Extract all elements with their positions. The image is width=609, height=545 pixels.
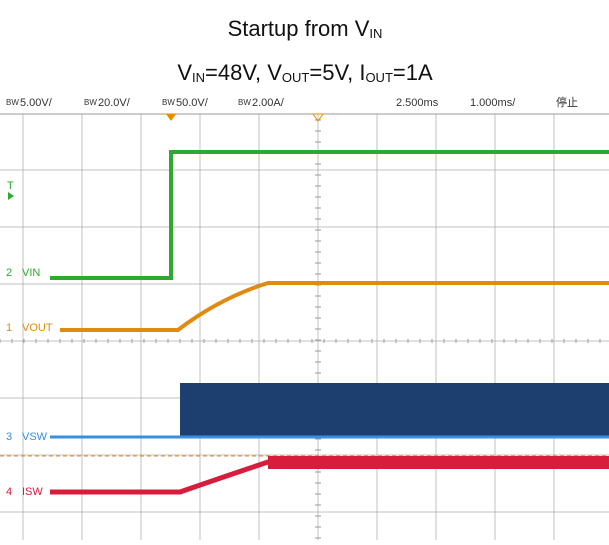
trigger-position (166, 114, 176, 121)
channel-label: VOUT (22, 322, 53, 334)
channel-number: 2 (6, 267, 12, 279)
header: BW 5.00V/ BW 20.0V/ BW 50.0V/ BW 2.00A/ … (6, 95, 578, 109)
trigger-label: T (7, 180, 14, 192)
scale: 20.0V/ (98, 97, 131, 109)
channel-number: 3 (6, 431, 12, 443)
vin-trace (50, 150, 609, 280)
channel-labels: T 2 VIN 1 VOUT 3 VSW 4 ISW (6, 180, 53, 498)
vsw-switching (180, 383, 609, 438)
channel-label: VSW (22, 431, 48, 443)
delay: 2.500ms (396, 97, 439, 109)
bw: BW (6, 98, 19, 107)
center-marker (312, 113, 324, 122)
bw: BW (84, 98, 97, 107)
vout-trace (60, 281, 609, 332)
channel-label: ISW (22, 486, 43, 498)
scale: 50.0V/ (176, 97, 209, 109)
channel-label: VIN (22, 267, 40, 279)
channel-number: 4 (6, 486, 12, 498)
channel-number: 1 (6, 322, 12, 334)
waveforms (0, 150, 609, 495)
bw: BW (238, 98, 251, 107)
title: Startup from VIN (228, 16, 383, 42)
trigger-arrow (8, 192, 14, 200)
grid (0, 113, 609, 540)
subtitle: VIN=48V, VOUT=5V, IOUT=1A (177, 60, 433, 86)
bw: BW (162, 98, 175, 107)
isw-trace (50, 459, 609, 495)
scale: 2.00A/ (252, 97, 285, 109)
timebase: 1.000ms/ (470, 97, 516, 109)
status: 停止 (556, 95, 578, 109)
scale: 5.00V/ (20, 97, 53, 109)
isw-band (268, 456, 609, 469)
